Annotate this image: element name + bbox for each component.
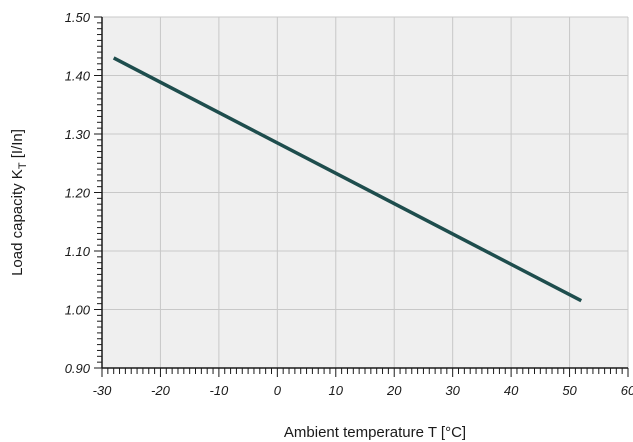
y-tick-label: 1.30 bbox=[65, 127, 91, 142]
grid bbox=[102, 16, 629, 368]
x-tick-labels: -30 -20 -10 0 10 20 30 40 50 60 bbox=[93, 383, 633, 398]
y-tick-label: 1.20 bbox=[65, 186, 91, 201]
x-tick-label: 0 bbox=[274, 383, 282, 398]
y-tick-label: 1.10 bbox=[65, 244, 91, 259]
x-tick-label: 50 bbox=[562, 383, 577, 398]
y-axis-title-subscript: T bbox=[17, 162, 29, 169]
y-tick-label: 1.50 bbox=[65, 10, 91, 25]
y-axis-title-unit: [I/In] bbox=[9, 129, 26, 162]
x-tick-label: 40 bbox=[504, 383, 519, 398]
series-group bbox=[112, 56, 583, 303]
y-tick-labels: 0.90 1.00 1.10 1.20 1.30 1.40 1.50 bbox=[65, 10, 91, 376]
minor-ticks bbox=[94, 16, 629, 377]
x-tick-label: -30 bbox=[93, 383, 113, 398]
x-tick-label: 60 bbox=[621, 383, 633, 398]
y-tick-label: 1.40 bbox=[65, 69, 91, 84]
x-tick-label: 10 bbox=[329, 383, 344, 398]
x-tick-label: -10 bbox=[209, 383, 229, 398]
x-tick-label: 30 bbox=[445, 383, 460, 398]
y-axis-title-main: Load capacity K bbox=[9, 169, 26, 276]
y-tick-label: 0.90 bbox=[65, 361, 91, 376]
y-tick-label: 1.00 bbox=[65, 303, 91, 318]
y-axis-title: Load capacity KT [I/In] bbox=[9, 129, 29, 276]
series-line bbox=[112, 56, 583, 303]
x-tick-label: -20 bbox=[151, 383, 171, 398]
x-tick-label: 20 bbox=[386, 383, 402, 398]
x-axis-title: Ambient temperature T [°C] bbox=[284, 424, 466, 441]
